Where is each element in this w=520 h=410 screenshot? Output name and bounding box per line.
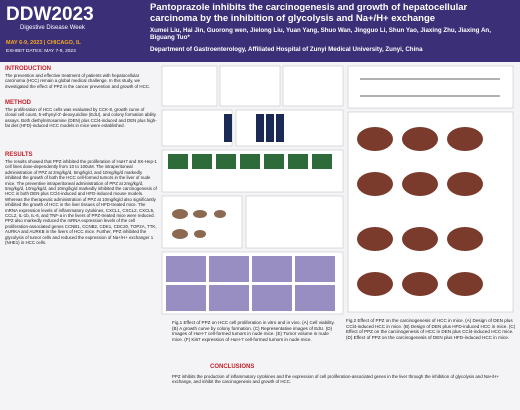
title: Pantoprazole inhibits the carcinogenesis… [150, 2, 468, 24]
results-heading: RESULTS [5, 152, 33, 158]
logo: DDW2023 [6, 4, 94, 25]
affiliation: Department of Gastroenterology, Affiliat… [150, 46, 423, 53]
dates: MAY 6-9, 2023 | CHICAGO, IL [6, 40, 81, 46]
method-heading: METHOD [5, 100, 31, 106]
results-text: The results showed that PPZ inhibited th… [5, 159, 157, 246]
intro-heading: INTRODUCTION [5, 66, 51, 72]
fig1-caption: Fig.1 Effect of PPZ on HCC cell prolifer… [172, 320, 335, 342]
figure-panels [161, 65, 514, 315]
fig2-caption: Fig.2 Effect of PPZ on the carcinogenesi… [346, 318, 516, 340]
exhibit-dates: EXHIBIT DATES: MAY 7-9, 2023 [6, 49, 76, 54]
conclusions-heading: CONCLUSIONS [210, 364, 255, 370]
intro-text: The prevention and effective treatment o… [5, 73, 151, 89]
logo-sub: Digestive Disease Week [20, 25, 85, 31]
method-text: The proliferation of HCC cells was evalu… [5, 107, 157, 129]
header-bar [0, 0, 520, 62]
conclusions-text: PPZ inhibits the production of inflammat… [172, 374, 500, 385]
authors: Xumei Liu, Hai Jin, Guorong wen, Jielong… [150, 27, 491, 41]
